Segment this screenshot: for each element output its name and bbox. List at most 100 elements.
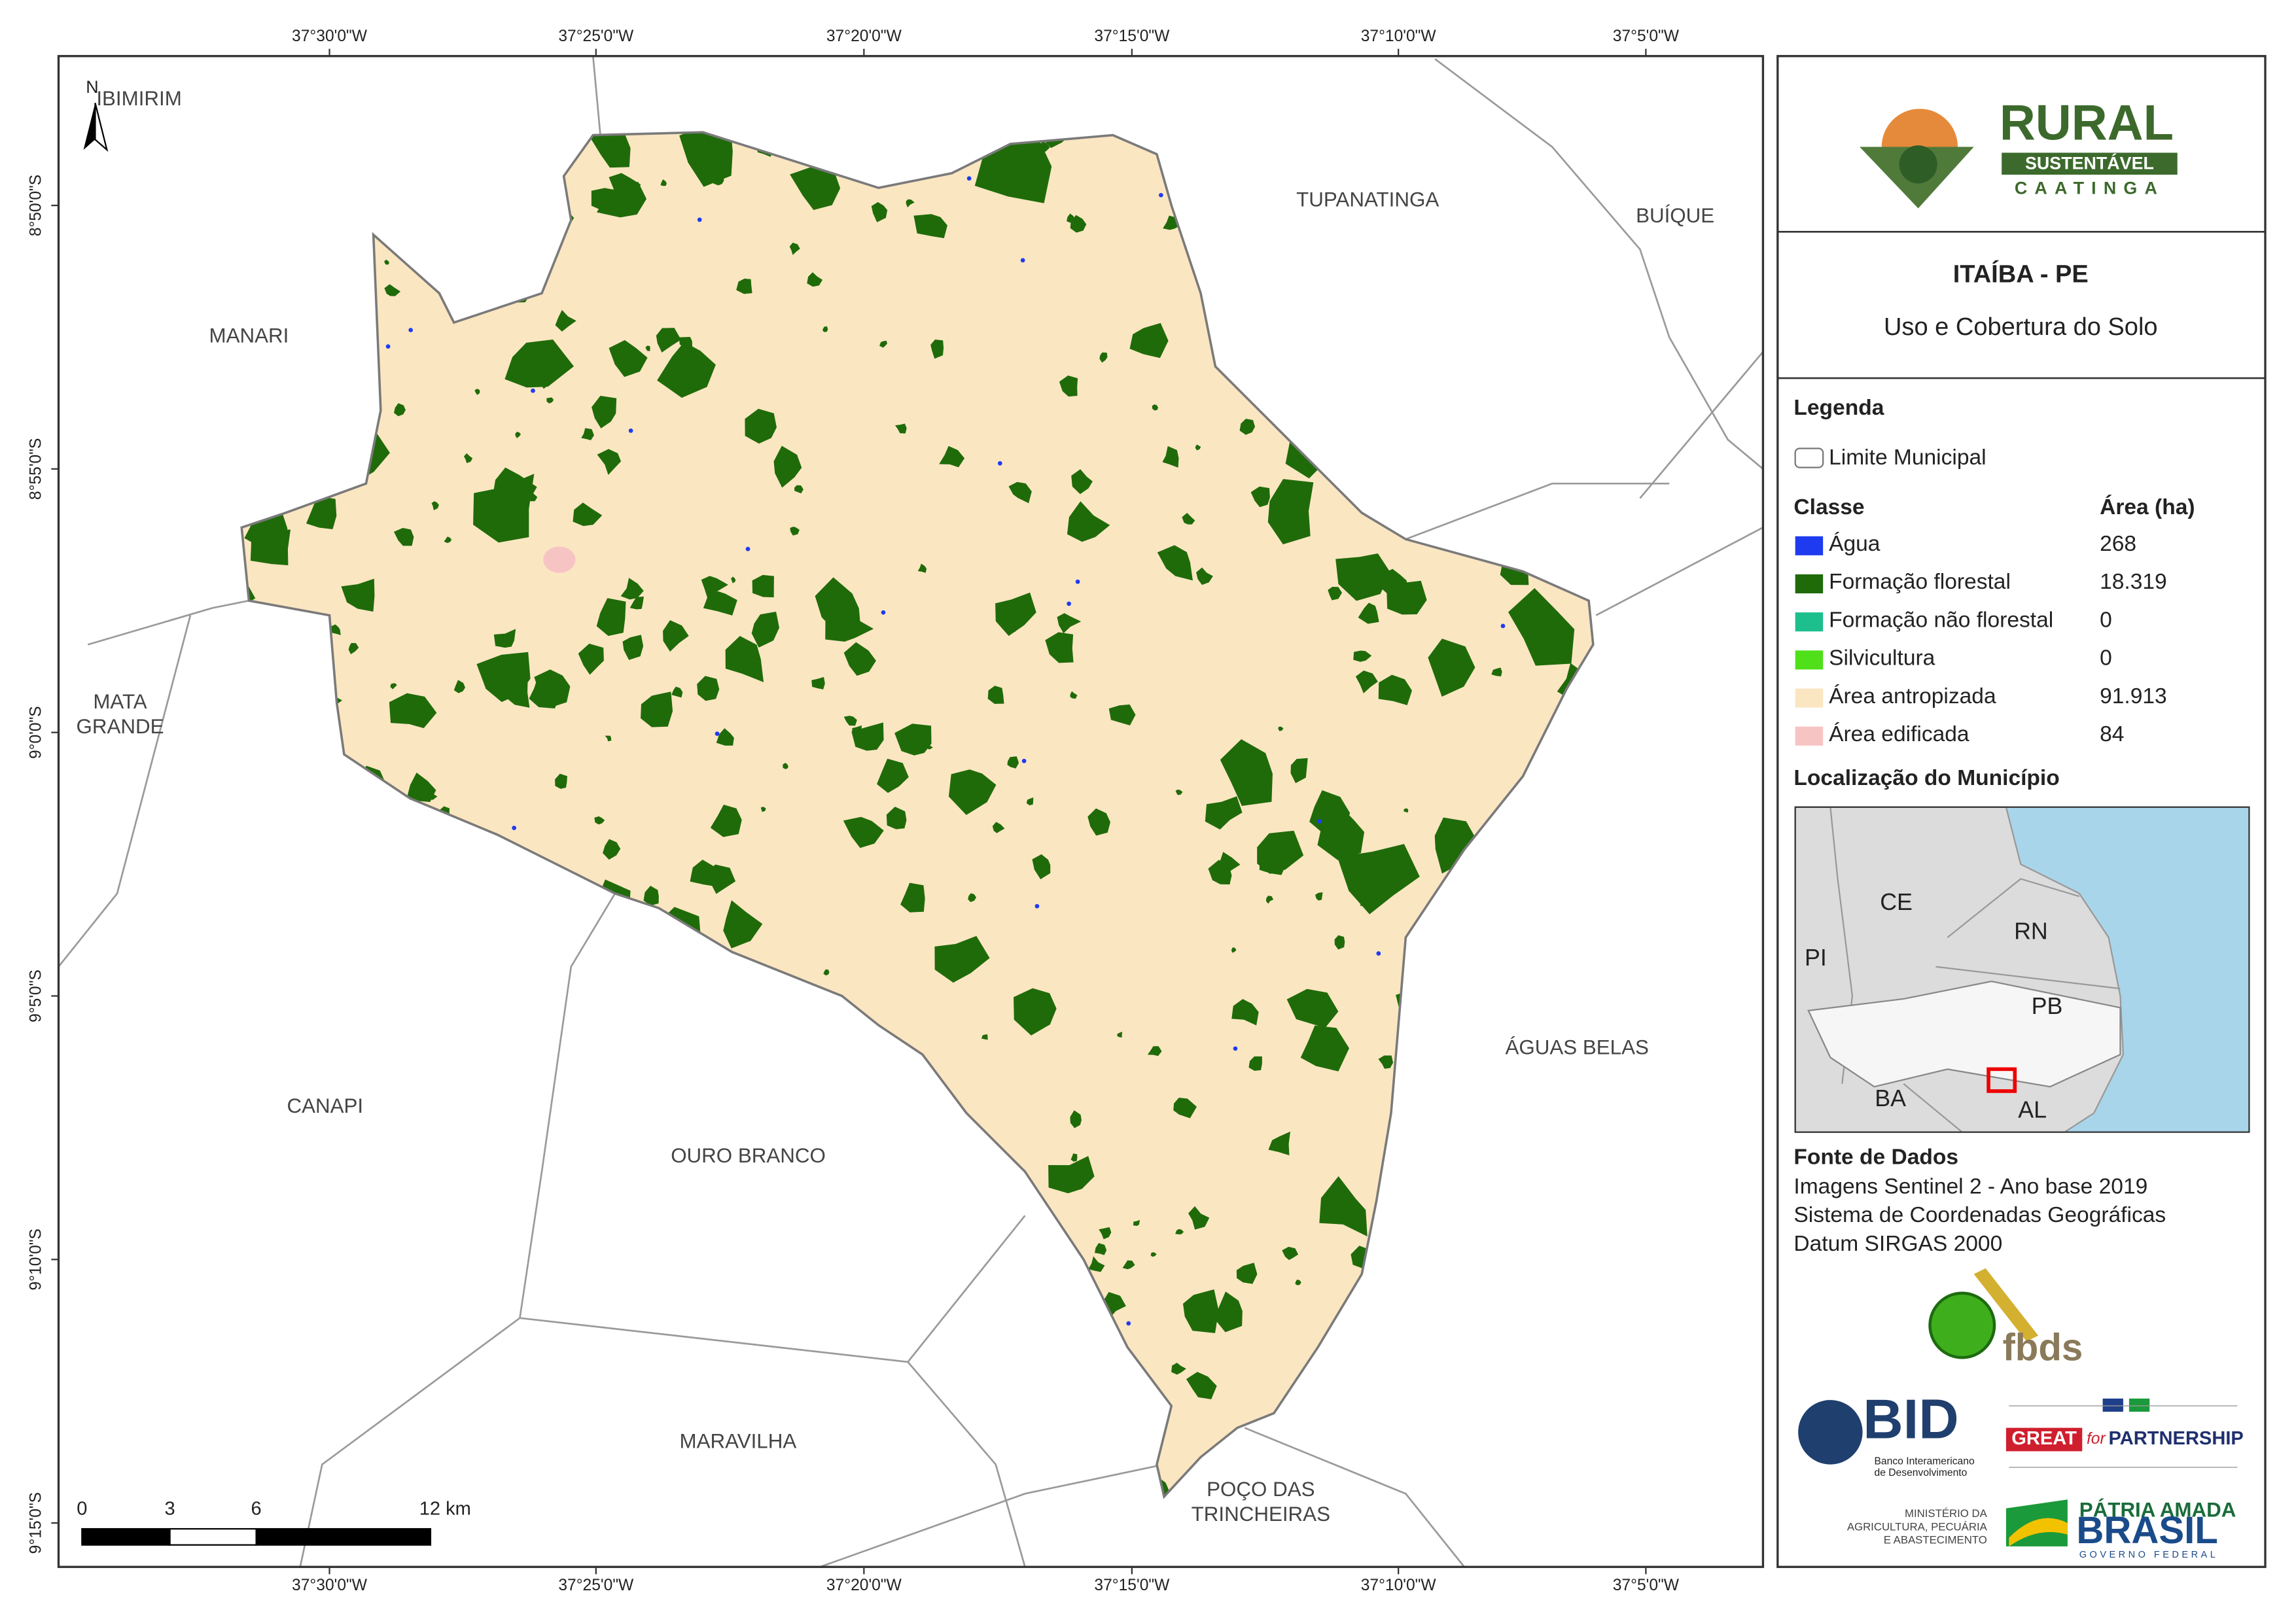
forest-patch (641, 691, 673, 727)
map-frame (57, 55, 1765, 1568)
forest-patch (1355, 670, 1378, 693)
forest-patch (1250, 486, 1270, 508)
forest-patch (1007, 756, 1019, 769)
inset-label: CE (1880, 889, 1913, 915)
forest-patch (752, 574, 774, 598)
forest-patch (913, 214, 947, 239)
neighbor-boundary (1595, 527, 1764, 616)
inset-label: RN (2014, 918, 2048, 945)
forest-patch (906, 199, 915, 208)
forest-patch (1182, 512, 1195, 525)
boundary-label: Limite Municipal (1829, 445, 1987, 470)
forest-patch (1175, 1229, 1184, 1235)
forest-patch (620, 578, 644, 600)
forest-patch (823, 969, 830, 976)
inset-border (1947, 878, 2080, 938)
forest-patch (1315, 892, 1323, 901)
neighbor-name: TRINCHEIRAS (1192, 1503, 1330, 1526)
forest-patch (1286, 988, 1339, 1028)
forest-patch (1268, 1131, 1291, 1156)
longitude-label: 37°20'0"W (826, 1577, 902, 1594)
flag-br (2128, 1398, 2150, 1412)
forest-patch (1026, 797, 1034, 806)
forest-patch (1032, 854, 1051, 880)
class-swatch (1795, 726, 1824, 746)
forest-patch (1335, 553, 1390, 601)
forest-patch (1129, 323, 1169, 358)
governo-text: GOVERNO FEDERAL (2079, 1550, 2218, 1560)
forest-patch (578, 643, 604, 675)
boundary-swatch (1794, 447, 1824, 468)
class-swatch (1795, 612, 1824, 632)
forest-patch (1300, 1025, 1349, 1072)
forest-patch (843, 642, 876, 676)
forest-patch (671, 686, 683, 698)
forest-patch (745, 408, 777, 444)
forest-patch (723, 900, 763, 949)
forest-patch (663, 620, 689, 652)
area-header: Área (ha) (2100, 495, 2195, 519)
forest-patch (1239, 419, 1256, 435)
forest-patch (1133, 1219, 1140, 1227)
forest-patch (807, 272, 823, 287)
neighbor-boundary (1405, 482, 1670, 540)
forest-patch (1067, 501, 1110, 542)
forest-patch (424, 793, 438, 800)
forest-patch (1067, 213, 1075, 223)
forest-patch (1205, 796, 1243, 830)
source-line: Datum SIRGAS 2000 (1793, 1232, 2002, 1256)
forest-patch (968, 893, 976, 903)
forest-patch (1208, 860, 1232, 884)
inset-label: BA (1875, 1085, 1906, 1111)
forest-patch (330, 624, 341, 635)
forest-patch (1099, 1227, 1112, 1240)
forest-patch (390, 683, 397, 689)
inset-border (1935, 966, 2121, 990)
inset-frame (1794, 806, 2250, 1133)
forest-patch (1378, 1055, 1394, 1069)
forest-patch (629, 596, 644, 610)
water-patch (408, 328, 414, 332)
inset-label: PI (1805, 945, 1827, 971)
forest-patch (939, 445, 965, 468)
latitude-label: 9°10'0"S (27, 1229, 44, 1290)
forest-patch (609, 340, 648, 377)
forest-patch (597, 449, 622, 476)
forest-patch (1378, 674, 1412, 706)
forest-patch (1171, 1363, 1186, 1375)
forest-patch (1231, 999, 1259, 1026)
forest-patch (1108, 704, 1136, 725)
neighbor-name: MANARI (209, 324, 289, 347)
forest-patch (463, 453, 473, 463)
patria-text: PÁTRIA AMADA (2079, 1498, 2236, 1521)
forest-patch (703, 591, 737, 616)
forest-patch (1248, 1056, 1262, 1071)
forest-patch (493, 629, 516, 648)
forest-patch (751, 612, 780, 648)
source-line: Imagens Sentinel 2 - Ano base 2019 (1793, 1174, 2147, 1198)
forest-patch (581, 428, 594, 440)
class-area: 91.913 (2100, 684, 2167, 708)
forest-patch (1059, 375, 1078, 397)
water-patch (1067, 601, 1072, 606)
class-swatch (1795, 536, 1824, 555)
forest-patch (384, 284, 401, 296)
forest-patch (1220, 739, 1273, 806)
forest-patch (1319, 1176, 1368, 1237)
scale-label: 6 (251, 1499, 262, 1520)
forest-patch (948, 769, 997, 815)
forest-patch (1508, 587, 1575, 666)
latitude-label: 8°50'0"S (27, 175, 44, 236)
longitude-label: 37°10'0"W (1361, 27, 1437, 45)
forest-patch (879, 340, 887, 348)
scale-label: 12 km (419, 1499, 471, 1520)
north-arrow (94, 103, 109, 152)
forest-patch (1048, 1156, 1095, 1194)
logo-sustentavel: SUSTENTÁVEL (2025, 152, 2154, 173)
inset-locator (1987, 1067, 2017, 1093)
water-patch (531, 388, 535, 393)
water-patch (628, 428, 633, 433)
bid-subtext: de Desenvolvimento (1874, 1467, 1967, 1478)
great-box (2005, 1427, 2083, 1452)
